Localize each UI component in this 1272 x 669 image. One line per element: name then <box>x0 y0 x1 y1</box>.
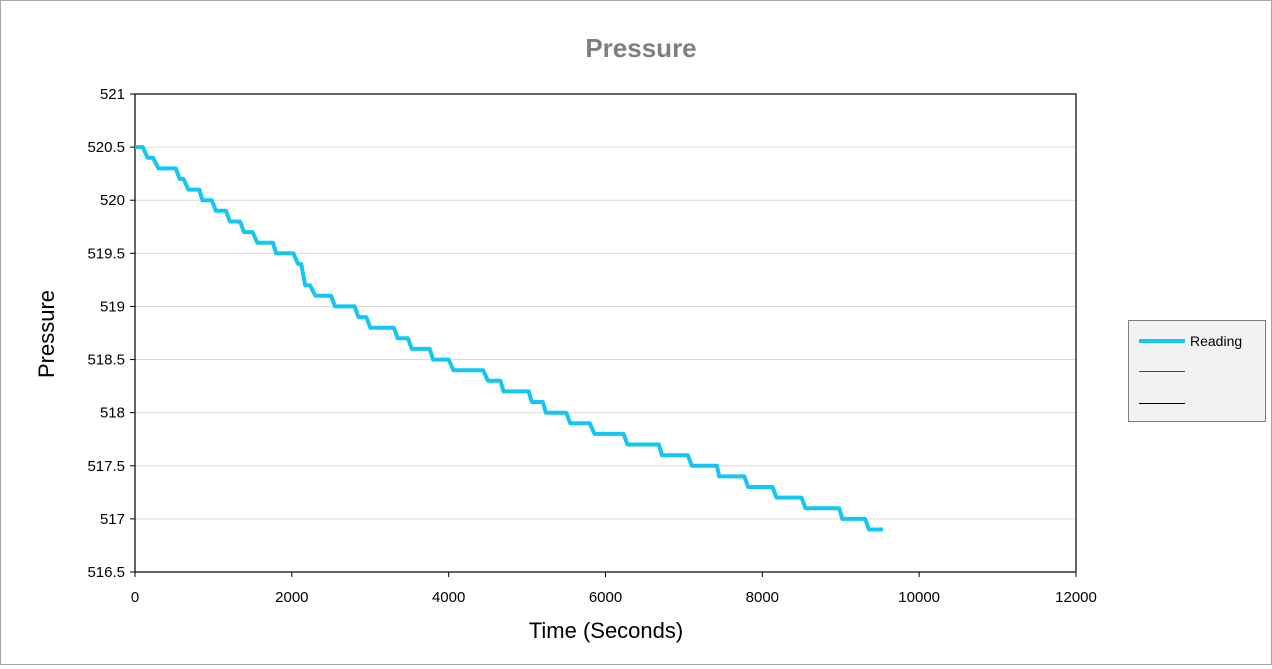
x-tick-label: 0 <box>131 589 139 606</box>
x-tick-label: 6000 <box>589 589 622 606</box>
x-tick-label: 10000 <box>898 589 940 606</box>
series-layer <box>135 145 884 532</box>
x-axis-label: Time (Seconds) <box>529 618 683 643</box>
y-tick-label: 516.5 <box>87 564 125 581</box>
x-tick-label: 12000 <box>1055 589 1097 606</box>
legend-swatch <box>1139 370 1185 372</box>
chart-legend: Reading <box>1128 320 1266 422</box>
legend-item-3 <box>1139 395 1190 411</box>
legend-swatch <box>1139 402 1185 404</box>
y-tick-label: 519 <box>100 298 125 315</box>
y-tick-label: 518.5 <box>87 352 125 369</box>
gridlines <box>135 146 1076 520</box>
chart-title: Pressure <box>585 33 696 63</box>
y-tick-label: 521 <box>100 86 125 103</box>
x-tick-label: 4000 <box>432 589 465 606</box>
plot-area <box>134 93 1077 573</box>
y-axis-label: Pressure <box>34 290 59 378</box>
legend-label: Reading <box>1190 333 1243 349</box>
y-tick-label: 517.5 <box>87 458 125 475</box>
y-tick-label: 520.5 <box>87 139 125 156</box>
y-tick-label: 520 <box>100 192 125 209</box>
y-tick-label: 517 <box>100 511 125 528</box>
y-tick-label: 519.5 <box>87 245 125 262</box>
x-tick-label: 8000 <box>746 589 779 606</box>
axis-ticks: 516.5 517 517.5 518 518.5 519 519.5 520 520.5 521… <box>87 86 1096 606</box>
y-tick-label: 518 <box>100 405 125 422</box>
x-tick-label: 2000 <box>275 589 308 606</box>
legend-swatch <box>1139 339 1185 343</box>
series-line-reading <box>135 145 884 532</box>
legend-item-reading: Reading <box>1139 333 1242 349</box>
legend-item-2 <box>1139 363 1190 379</box>
